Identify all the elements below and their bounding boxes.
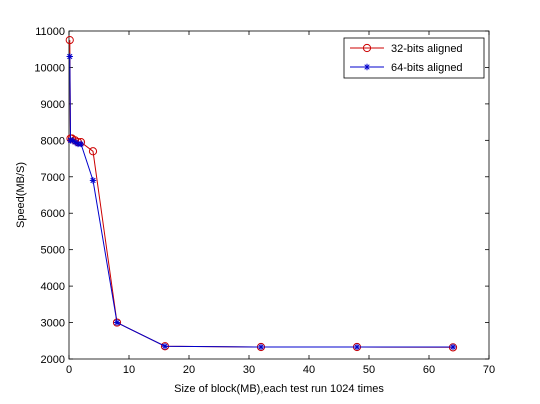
data-point [449, 343, 457, 351]
data-point [66, 53, 73, 60]
data-point [113, 319, 121, 326]
series-2 [66, 53, 457, 351]
legend-marker [362, 43, 372, 53]
y-axis-label: Speed(MB/S) [15, 162, 27, 228]
x-tick-label: 10 [123, 364, 135, 376]
y-tick-label: 3000 [41, 318, 65, 330]
x-tick-label: 50 [363, 364, 375, 376]
y-tick-label: 8000 [41, 135, 65, 147]
data-point [161, 343, 169, 350]
x-tick-label: 70 [483, 364, 495, 376]
data-point [89, 177, 97, 184]
axis-ticks: 0 10 20 30 40 50 60 70 2000 3000 4000 5000 6000 7000 8… [34, 26, 495, 376]
data-point [353, 343, 361, 351]
y-tick-label: 6000 [41, 208, 65, 220]
legend-entry: 32-bits aligned [350, 43, 463, 55]
x-tick-label: 60 [423, 364, 435, 376]
legend: 32-bits aligned 64-bits aligned [343, 37, 485, 79]
y-tick-label: 5000 [41, 245, 65, 257]
y-tick-label: 9000 [41, 99, 65, 111]
data-point [65, 36, 74, 45]
data-point [257, 343, 265, 351]
y-tick-label: 10000 [34, 62, 65, 74]
x-tick-label: 20 [183, 364, 195, 376]
legend-label: 32-bits aligned [391, 43, 463, 55]
y-tick-label: 7000 [41, 172, 65, 184]
x-tick-label: 40 [303, 364, 315, 376]
plot-area [68, 30, 490, 360]
x-tick-label: 0 [66, 364, 72, 376]
x-tick-label: 30 [243, 364, 255, 376]
data-point [88, 147, 98, 156]
series-layer [65, 36, 458, 352]
y-tick-label: 4000 [41, 281, 65, 293]
data-point [112, 318, 122, 327]
legend-entry: 64-bits aligned [350, 62, 463, 74]
y-tick-label: 11000 [35, 26, 65, 38]
data-point [77, 140, 85, 148]
legend-marker [363, 63, 371, 71]
x-axis-label: Size of block(MB),each test run 1024 tim… [174, 383, 384, 395]
y-tick-label: 2000 [41, 354, 65, 366]
legend-label: 64-bits aligned [391, 62, 463, 74]
